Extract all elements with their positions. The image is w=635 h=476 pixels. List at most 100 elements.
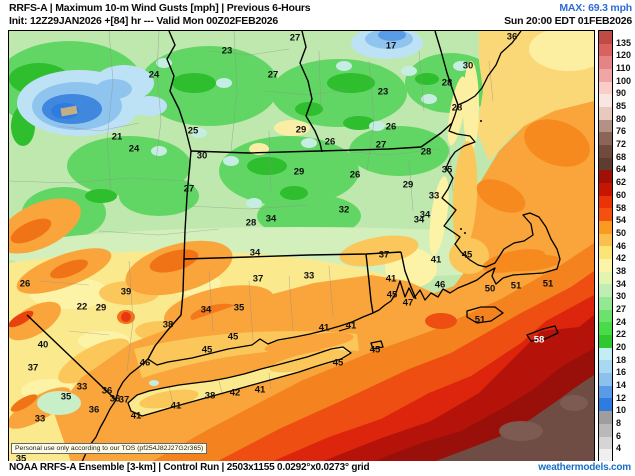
colorbar-segment: [599, 284, 612, 298]
station-value: 37: [379, 250, 390, 261]
colorbar-label: 4: [616, 443, 622, 454]
tos-notice: Personal use only according to our TOS (…: [11, 443, 208, 454]
station-value: 34: [250, 248, 261, 259]
station-value: 45: [387, 290, 398, 301]
colorbar-segment: [599, 309, 612, 323]
station-value: 35: [234, 303, 245, 314]
colorbar-segment: [599, 119, 612, 133]
contour-fills: [9, 31, 594, 462]
station-value: 41: [255, 385, 266, 396]
colorbar-label: 6: [616, 430, 622, 441]
colorbar-segment: [599, 360, 612, 374]
station-value: 28: [452, 103, 463, 114]
colorbar-segment: [599, 385, 612, 399]
colorbar-label: 22: [616, 329, 627, 340]
block-island-outline: [370, 340, 384, 350]
station-value: 51: [475, 315, 486, 326]
station-value: 29: [294, 167, 305, 178]
valid-local-time: Sun 20:00 EDT 01FEB2026: [504, 15, 632, 27]
station-value: 41: [171, 401, 182, 412]
station-value: 27: [290, 33, 301, 44]
station-value: 27: [376, 140, 387, 151]
station-value: 50: [485, 284, 496, 295]
station-value: 35: [442, 165, 453, 176]
marthas-vineyard-outline: [466, 306, 504, 324]
station-value: 26: [386, 122, 397, 133]
colorbar-label: 50: [616, 227, 627, 238]
station-value: 17: [386, 41, 397, 52]
station-value: 58: [534, 335, 545, 346]
colorbar-label: 80: [616, 113, 627, 124]
station-value: 51: [511, 281, 522, 292]
station-value: 21: [112, 132, 123, 143]
station-value: 27: [184, 184, 195, 195]
colorbar-label: 18: [616, 354, 627, 365]
station-value: 36: [110, 394, 121, 405]
weathermodels-brand[interactable]: weathermodels.com: [538, 462, 631, 473]
county-borders: [9, 31, 494, 404]
station-value: 36: [89, 405, 100, 416]
station-value: 32: [339, 205, 350, 216]
state-borders: [26, 31, 459, 401]
colorbar-segment: [599, 183, 612, 196]
colorbar-label: 8: [616, 418, 622, 428]
colorbar-segment: [599, 107, 612, 120]
station-value: 45: [333, 358, 344, 369]
colorbar-label: 135: [616, 37, 632, 48]
colorbar-label: 27: [616, 303, 627, 314]
colorbar-segment: [599, 233, 612, 247]
station-value: 51: [543, 279, 554, 290]
colorbar-label: 58: [616, 202, 627, 213]
station-value: 39: [121, 287, 132, 298]
colorbar-label: 14: [616, 379, 627, 390]
colorbar-segment: [599, 170, 612, 184]
colorbar-label: 38: [616, 265, 627, 276]
colorbar-segment: [599, 81, 612, 95]
station-value: 45: [202, 345, 213, 356]
colorbar-label: 62: [616, 177, 627, 188]
init-valid-time: Init: 12Z29JAN2026 +[84] hr --- Valid Mo…: [9, 15, 279, 27]
station-value: 41: [319, 323, 330, 334]
colorbar-segment: [599, 195, 612, 209]
station-value: 47: [403, 298, 414, 309]
station-value: 37: [253, 274, 264, 285]
station-value: 35: [16, 454, 27, 463]
low-gust-blue-pool: [17, 31, 423, 302]
colorbar-segment: [599, 398, 612, 412]
station-value: 34: [266, 214, 277, 225]
colorbar-segment: [599, 449, 612, 462]
station-value: 25: [188, 126, 199, 137]
colorbar-segment: [599, 335, 612, 348]
colorbar-segment: [599, 157, 612, 171]
station-value: 24: [149, 70, 160, 81]
station-value: 35: [61, 392, 72, 403]
colorbar-segment: [599, 271, 612, 285]
station-value: 36: [102, 386, 113, 397]
colorbar-label: 68: [616, 151, 627, 162]
station-value: 45: [462, 250, 473, 261]
station-value: 26: [350, 170, 361, 181]
colorbar-label: 54: [616, 215, 627, 226]
station-value: 23: [222, 46, 233, 57]
nantucket-outline: [526, 325, 559, 342]
station-value: 45: [228, 332, 239, 343]
station-value: 34: [414, 215, 425, 226]
colorbar-label: 110: [616, 63, 631, 73]
station-value: 28: [442, 78, 453, 89]
station-value: 29: [96, 303, 107, 314]
colorbar-label: 30: [616, 291, 627, 302]
station-value: 37: [28, 363, 39, 374]
colorbar-segment: [599, 94, 612, 108]
station-value: 41: [431, 255, 442, 266]
station-value: 26: [20, 279, 31, 290]
colorbar-segment: [599, 221, 612, 234]
station-value: 27: [268, 70, 279, 81]
station-value: 33: [77, 382, 88, 393]
colorbar-label: 64: [616, 164, 627, 175]
station-value: 30: [197, 151, 208, 162]
long-island-outline: [127, 346, 352, 417]
colorbar-segment: [599, 322, 612, 336]
colorbar-label: 85: [616, 101, 627, 112]
colorbar-label: 60: [616, 189, 627, 200]
station-value: 46: [140, 358, 151, 369]
